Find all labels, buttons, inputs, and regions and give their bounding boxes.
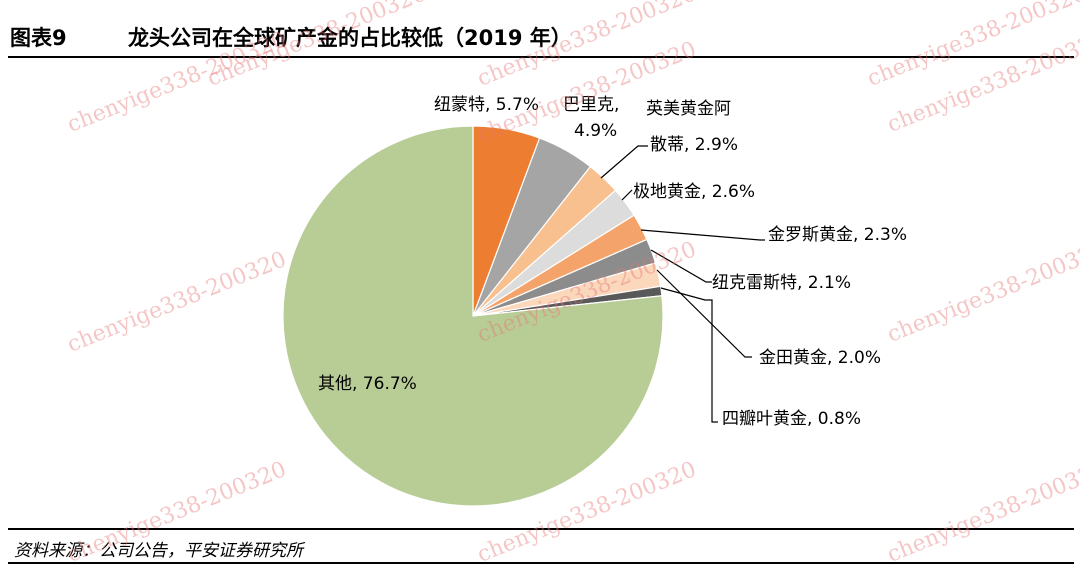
label-others: 其他, 76.7% [318,374,417,394]
leader-line-kinross [640,229,765,241]
leader-line-polyus [621,189,633,201]
figure-header: 图表9 龙头公司在全球矿产金的占比较低（2019 年） [8,20,1072,54]
label-barrick-line2: 4.9% [574,121,617,141]
label-anglo-line2: 散蒂, 2.9% [650,135,738,155]
leader-line-newcrest [650,249,712,283]
figure-label: 图表9 [10,26,67,50]
figure-title: 龙头公司在全球矿产金的占比较低（2019 年） [128,26,572,50]
leader-line-agnico [660,287,718,423]
label-barrick-line1: 巴里克, [563,95,619,115]
header-rule [8,56,1074,58]
label-newcrest: 纽克雷斯特, 2.1% [712,273,851,293]
label-agnico: 四瓣叶黄金, 0.8% [722,409,861,429]
data-labels: 纽蒙特, 5.7% 巴里克, 4.9% 英美黄金阿 散蒂, 2.9% 极地黄金,… [318,95,907,429]
label-goldfields: 金田黄金, 2.0% [759,348,881,368]
source-note: 资料来源：公司公告，平安证券研究所 [14,541,303,561]
footer-rule-bottom [8,562,1074,564]
label-kinross: 金罗斯黄金, 2.3% [768,225,907,245]
pie-slice-8 [282,125,664,507]
footer-rule-top [8,528,1074,530]
label-anglo-line1: 英美黄金阿 [646,99,731,119]
pie-slices [282,125,664,507]
label-newmont: 纽蒙特, 5.7% [434,95,539,115]
leader-line-anglo [600,145,648,179]
leader-lines [600,145,765,423]
label-polyus: 极地黄金, 2.6% [633,182,755,202]
leader-line-goldfields [656,269,752,358]
